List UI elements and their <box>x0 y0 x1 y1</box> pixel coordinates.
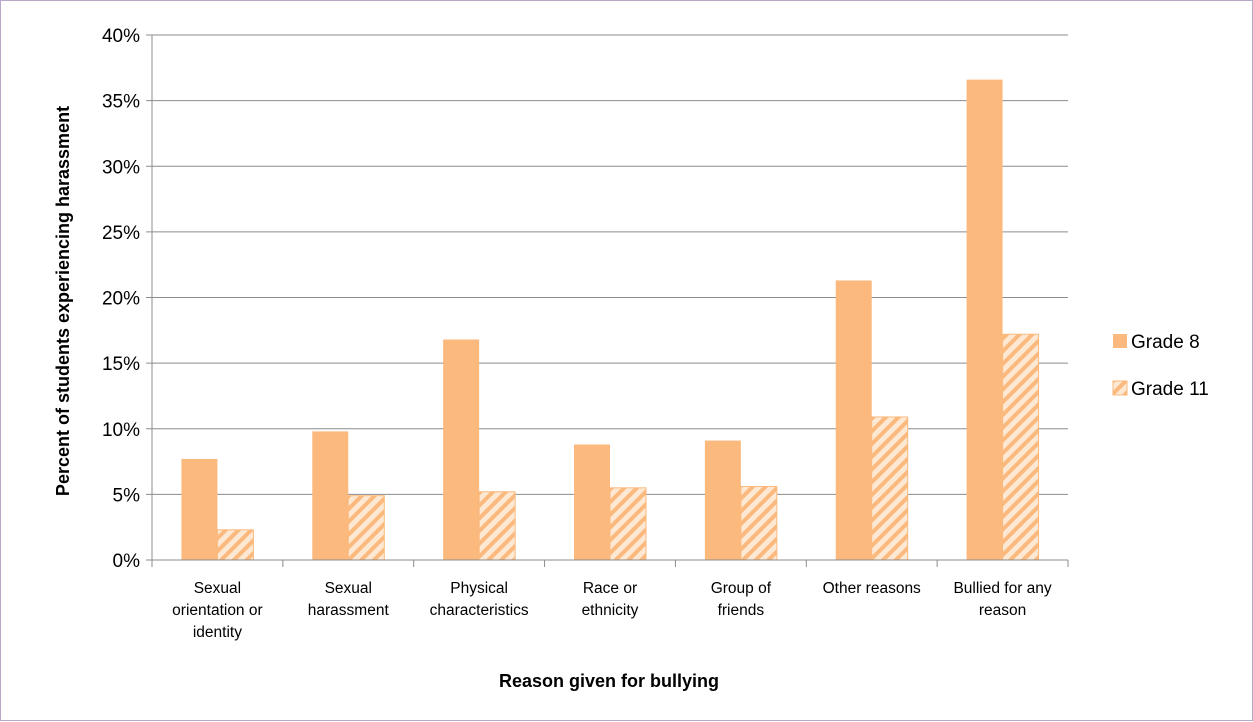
y-tick-label: 20% <box>102 289 140 310</box>
bar-grade-11 <box>871 416 909 561</box>
bar-grade-8 <box>181 458 218 560</box>
x-axis-title: Reason given for bullying <box>499 671 719 691</box>
y-tick-label: 0% <box>113 551 141 572</box>
bar-grade-8 <box>312 431 349 560</box>
axis-labels: 0% 5% 10% 15% 20% 25% 30% 35% 40% Sexual orientati… <box>102 26 1052 641</box>
y-tick-label: 30% <box>102 157 140 178</box>
x-tick-label: Other reasons <box>823 580 921 597</box>
axes <box>146 34 1069 567</box>
y-tick-label: 10% <box>102 420 140 441</box>
legend-swatch-grade-8 <box>1113 334 1127 348</box>
y-tick-label: 5% <box>113 485 141 506</box>
bar-grade-8 <box>966 79 1003 560</box>
x-tick-label: Physical characteristics <box>430 580 529 619</box>
bar-grade-11 <box>347 495 385 561</box>
legend-label-grade-8: Grade 8 <box>1131 332 1200 353</box>
x-tick-label: Sexual orientation or identity <box>172 580 262 641</box>
legend-swatch-grade-11 <box>1112 380 1128 396</box>
bars <box>181 79 1040 561</box>
bar-grade-8 <box>574 444 610 560</box>
y-tick-label: 35% <box>102 92 140 113</box>
y-tick-label: 25% <box>102 223 140 244</box>
bar-grade-11 <box>609 487 647 561</box>
bar-grade-8 <box>443 339 480 560</box>
y-tick-label: 40% <box>102 26 140 47</box>
x-tick-label: Bullied for any reason <box>953 580 1051 619</box>
bar-grade-8 <box>704 440 741 560</box>
x-tick-label: Race or ethnicity <box>582 580 639 619</box>
bar-grade-8 <box>835 280 872 560</box>
x-tick-label: Sexual harassment <box>308 580 390 619</box>
gridlines <box>152 34 1068 495</box>
bar-grade-11 <box>478 491 516 561</box>
y-axis-title: Percent of students experiencing harassm… <box>53 106 73 496</box>
bar-grade-11 <box>216 529 254 561</box>
legend-label-grade-11: Grade 11 <box>1131 379 1209 400</box>
x-tick-label: Group of friends <box>711 580 772 619</box>
legend: Grade 8 Grade 11 <box>1112 332 1209 400</box>
y-tick-label: 15% <box>102 354 140 375</box>
bar-grade-11 <box>740 486 778 561</box>
bar-grade-11 <box>1002 333 1040 561</box>
